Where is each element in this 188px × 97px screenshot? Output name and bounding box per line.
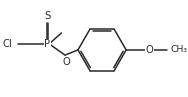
Text: Cl: Cl xyxy=(2,39,12,49)
Text: P: P xyxy=(44,39,50,49)
Text: O: O xyxy=(145,45,153,55)
Text: S: S xyxy=(44,11,50,21)
Text: CH₃: CH₃ xyxy=(170,45,187,54)
Text: O: O xyxy=(62,57,70,67)
